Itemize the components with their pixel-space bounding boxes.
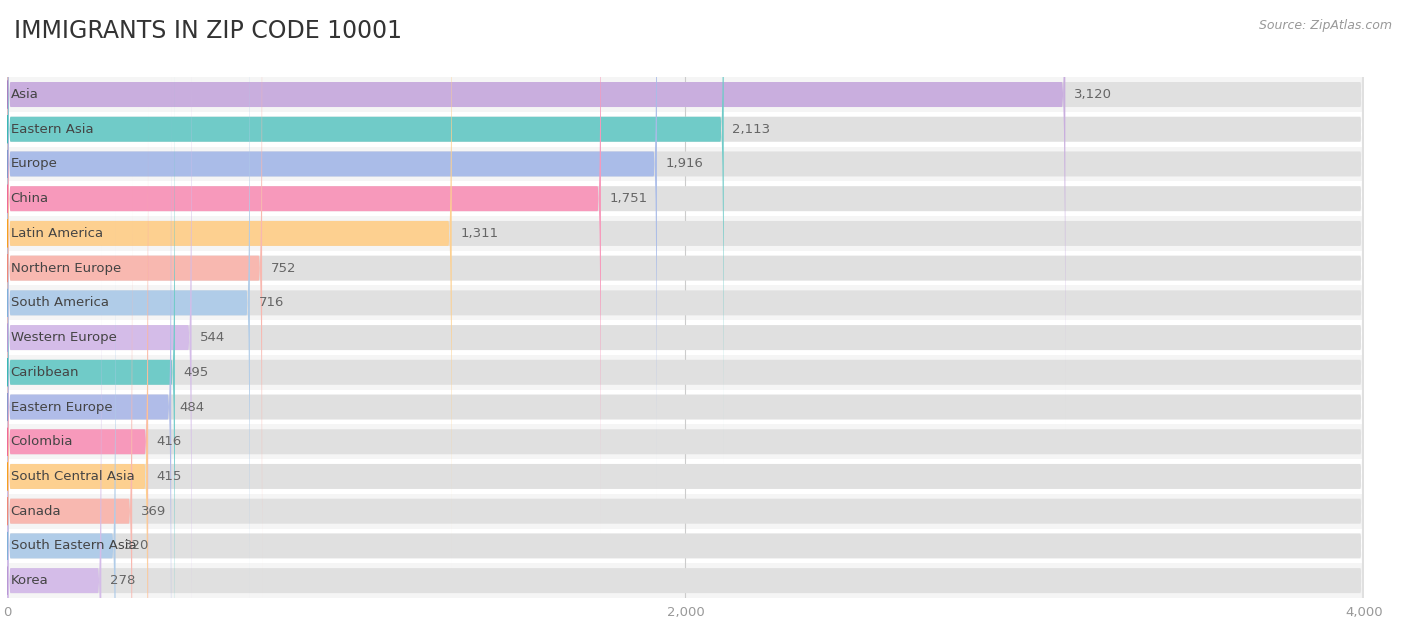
Text: 416: 416 bbox=[156, 435, 181, 448]
FancyBboxPatch shape bbox=[7, 176, 132, 643]
Text: 369: 369 bbox=[141, 505, 166, 518]
FancyBboxPatch shape bbox=[7, 107, 1364, 643]
Text: Europe: Europe bbox=[11, 158, 58, 170]
FancyBboxPatch shape bbox=[7, 459, 1364, 494]
FancyBboxPatch shape bbox=[7, 0, 657, 499]
FancyBboxPatch shape bbox=[7, 0, 1364, 534]
FancyBboxPatch shape bbox=[7, 424, 1364, 459]
FancyBboxPatch shape bbox=[7, 112, 1364, 147]
FancyBboxPatch shape bbox=[7, 529, 1364, 563]
FancyBboxPatch shape bbox=[7, 285, 1364, 320]
FancyBboxPatch shape bbox=[7, 141, 1364, 643]
FancyBboxPatch shape bbox=[7, 147, 1364, 181]
FancyBboxPatch shape bbox=[7, 37, 174, 643]
FancyBboxPatch shape bbox=[7, 0, 1364, 638]
FancyBboxPatch shape bbox=[7, 3, 1364, 643]
Text: 2,113: 2,113 bbox=[733, 123, 770, 136]
Text: 1,751: 1,751 bbox=[609, 192, 648, 205]
FancyBboxPatch shape bbox=[7, 181, 1364, 216]
Text: 415: 415 bbox=[156, 470, 181, 483]
FancyBboxPatch shape bbox=[7, 77, 1364, 112]
FancyBboxPatch shape bbox=[7, 0, 600, 534]
FancyBboxPatch shape bbox=[7, 0, 250, 638]
FancyBboxPatch shape bbox=[7, 37, 1364, 643]
Text: Eastern Asia: Eastern Asia bbox=[11, 123, 93, 136]
Text: Northern Europe: Northern Europe bbox=[11, 262, 121, 275]
FancyBboxPatch shape bbox=[7, 355, 1364, 390]
FancyBboxPatch shape bbox=[7, 0, 451, 568]
FancyBboxPatch shape bbox=[7, 176, 1364, 643]
Text: Eastern Europe: Eastern Europe bbox=[11, 401, 112, 413]
Text: 752: 752 bbox=[270, 262, 297, 275]
FancyBboxPatch shape bbox=[7, 211, 1364, 643]
FancyBboxPatch shape bbox=[7, 211, 115, 643]
Text: South America: South America bbox=[11, 296, 108, 309]
Text: 716: 716 bbox=[259, 296, 284, 309]
FancyBboxPatch shape bbox=[7, 0, 724, 464]
Text: IMMIGRANTS IN ZIP CODE 10001: IMMIGRANTS IN ZIP CODE 10001 bbox=[14, 19, 402, 43]
FancyBboxPatch shape bbox=[7, 0, 1066, 430]
FancyBboxPatch shape bbox=[7, 251, 1364, 285]
Text: 1,916: 1,916 bbox=[665, 158, 703, 170]
Text: Western Europe: Western Europe bbox=[11, 331, 117, 344]
Text: Asia: Asia bbox=[11, 88, 38, 101]
FancyBboxPatch shape bbox=[7, 0, 1364, 603]
FancyBboxPatch shape bbox=[7, 141, 148, 643]
Text: Latin America: Latin America bbox=[11, 227, 103, 240]
Text: Source: ZipAtlas.com: Source: ZipAtlas.com bbox=[1258, 19, 1392, 32]
Text: Canada: Canada bbox=[11, 505, 62, 518]
FancyBboxPatch shape bbox=[7, 390, 1364, 424]
Text: China: China bbox=[11, 192, 49, 205]
FancyBboxPatch shape bbox=[7, 0, 1364, 568]
Text: 3,120: 3,120 bbox=[1074, 88, 1112, 101]
Text: South Eastern Asia: South Eastern Asia bbox=[11, 539, 136, 552]
FancyBboxPatch shape bbox=[7, 72, 1364, 643]
FancyBboxPatch shape bbox=[7, 72, 172, 643]
FancyBboxPatch shape bbox=[7, 0, 1364, 464]
FancyBboxPatch shape bbox=[7, 107, 148, 643]
Text: Korea: Korea bbox=[11, 574, 48, 587]
FancyBboxPatch shape bbox=[7, 0, 262, 603]
FancyBboxPatch shape bbox=[7, 563, 1364, 598]
FancyBboxPatch shape bbox=[7, 246, 101, 643]
Text: 278: 278 bbox=[110, 574, 135, 587]
Text: 544: 544 bbox=[200, 331, 225, 344]
Text: 1,311: 1,311 bbox=[460, 227, 498, 240]
FancyBboxPatch shape bbox=[7, 0, 1364, 430]
FancyBboxPatch shape bbox=[7, 494, 1364, 529]
Text: South Central Asia: South Central Asia bbox=[11, 470, 135, 483]
Text: 320: 320 bbox=[124, 539, 149, 552]
FancyBboxPatch shape bbox=[7, 320, 1364, 355]
FancyBboxPatch shape bbox=[7, 216, 1364, 251]
FancyBboxPatch shape bbox=[7, 3, 191, 643]
FancyBboxPatch shape bbox=[7, 0, 1364, 499]
Text: 495: 495 bbox=[183, 366, 208, 379]
Text: 484: 484 bbox=[180, 401, 205, 413]
FancyBboxPatch shape bbox=[7, 246, 1364, 643]
Text: Colombia: Colombia bbox=[11, 435, 73, 448]
Text: Caribbean: Caribbean bbox=[11, 366, 79, 379]
